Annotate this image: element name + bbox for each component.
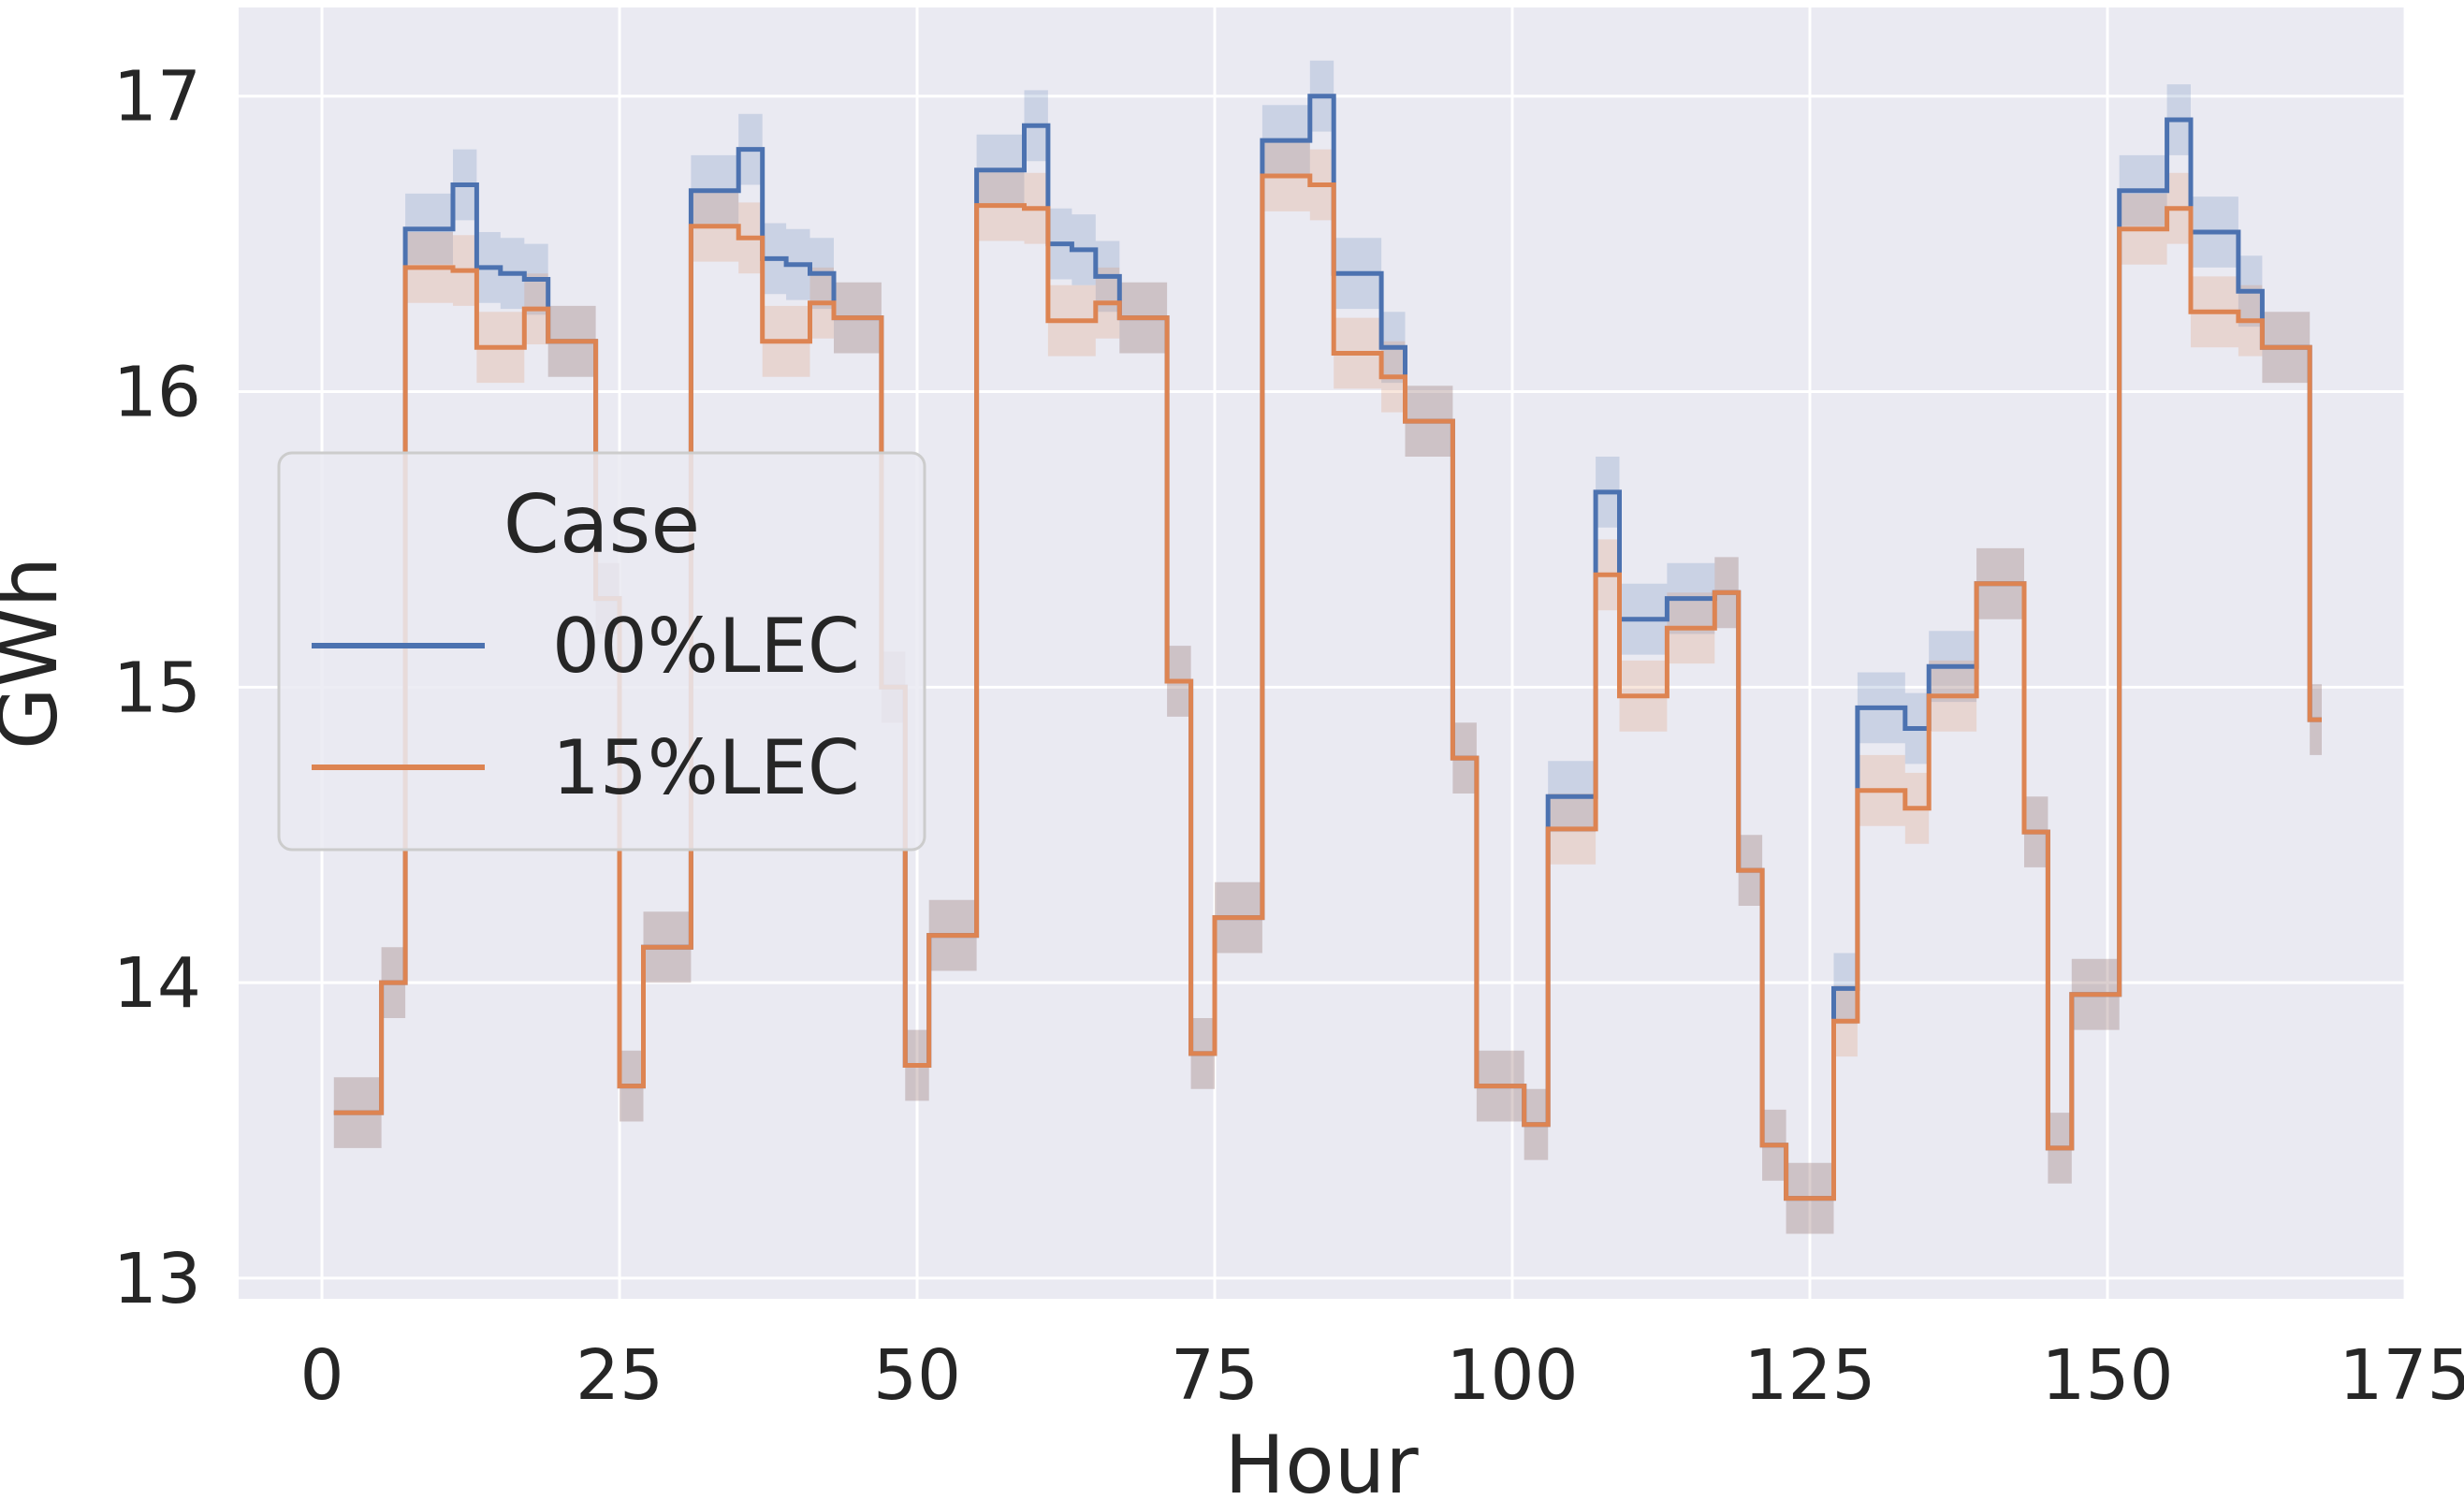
band-00-lec <box>333 60 2322 1234</box>
x-tick-label: 25 <box>576 1335 663 1416</box>
x-tick-label: 175 <box>2339 1335 2464 1416</box>
band-15-lec <box>333 140 2322 1234</box>
x-tick-label: 0 <box>299 1335 343 1416</box>
y-axis-label: GWh <box>0 557 76 750</box>
legend-title: Case <box>503 478 700 572</box>
y-tick-labels: 13 14 15 16 17 <box>113 57 201 1319</box>
y-tick-label: 16 <box>113 353 201 433</box>
x-tick-label: 50 <box>873 1335 961 1416</box>
x-tick-label: 125 <box>1743 1335 1875 1416</box>
series-line-15-lec <box>333 173 2322 1201</box>
series-lines <box>333 94 2322 1201</box>
x-tick-labels: 0 25 50 75 100 125 150 175 <box>299 1335 2464 1416</box>
y-tick-label: 14 <box>113 943 201 1024</box>
x-tick-label: 100 <box>1446 1335 1578 1416</box>
x-axis-label: Hour <box>1224 1419 1419 1500</box>
confidence-bands <box>333 60 2322 1234</box>
legend-box <box>277 451 926 852</box>
legend: Case 00%LEC 15%LEC <box>277 451 926 852</box>
legend-entry-15-lec: 15%LEC <box>552 724 860 811</box>
y-tick-label: 17 <box>113 57 201 138</box>
x-tick-label: 150 <box>2041 1335 2173 1416</box>
y-tick-label: 13 <box>113 1239 201 1319</box>
x-tick-label: 75 <box>1171 1335 1259 1416</box>
y-tick-label: 15 <box>113 648 201 728</box>
legend-entry-00-lec: 00%LEC <box>552 603 860 690</box>
